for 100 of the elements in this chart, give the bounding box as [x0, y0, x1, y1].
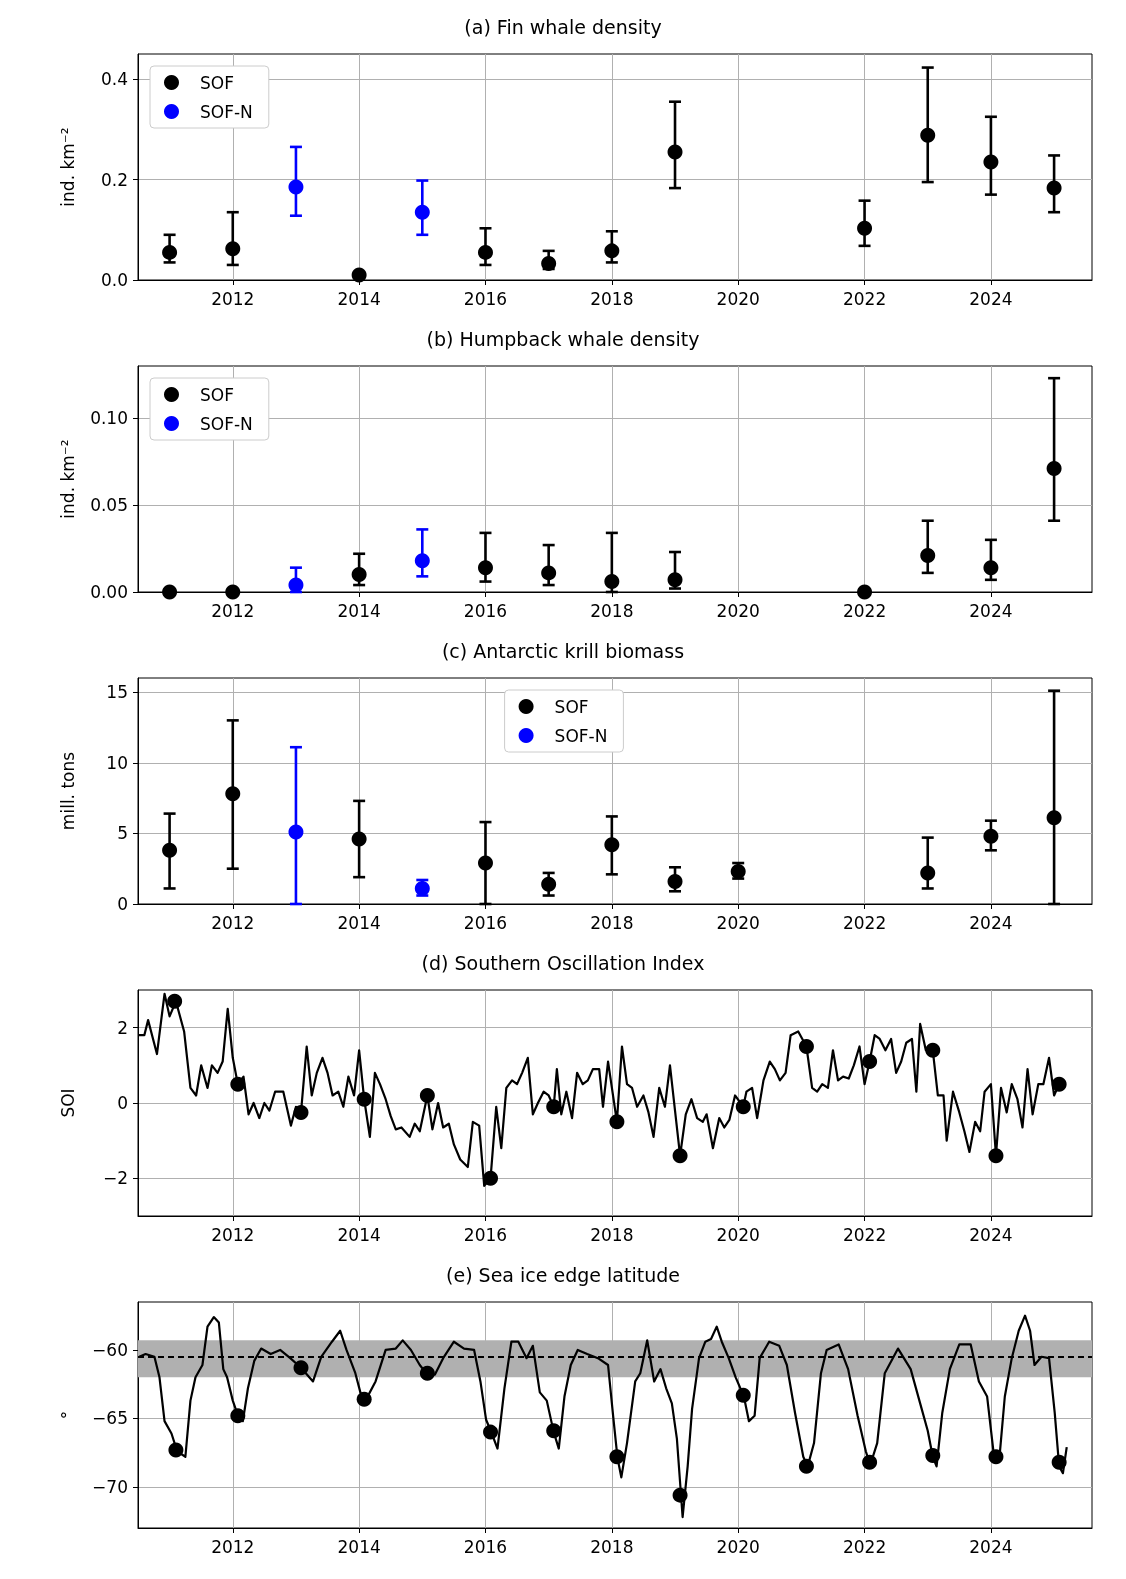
- x-tick-label: 2024: [969, 600, 1013, 621]
- point: [735, 1099, 751, 1115]
- y-tick-label: 0.4: [100, 69, 128, 90]
- y-tick-label: 0.10: [90, 408, 128, 429]
- x-tick-label: 2022: [842, 600, 887, 621]
- x-tick-label: 2016: [463, 1224, 508, 1245]
- point: [162, 244, 178, 260]
- point: [288, 577, 304, 593]
- y-tick-label: 0.2: [100, 169, 128, 190]
- x-tick-label: 2020: [716, 288, 760, 309]
- y-tick-label: 10: [106, 752, 128, 773]
- point: [798, 1039, 814, 1054]
- point: [920, 865, 936, 881]
- x-tick-label: 2016: [463, 288, 508, 309]
- chart-title: (d) Southern Oscillation Index: [421, 951, 705, 974]
- point: [925, 1447, 941, 1463]
- x-tick-label: 2012: [211, 1224, 255, 1245]
- point: [546, 1423, 562, 1439]
- point: [988, 1148, 1004, 1164]
- point: [1051, 1454, 1067, 1470]
- point: [419, 1087, 435, 1103]
- x-tick-label: 2012: [211, 1536, 255, 1557]
- point: [920, 127, 936, 143]
- point: [293, 1104, 309, 1120]
- x-tick-label: 2014: [337, 1224, 381, 1245]
- y-axis-title: ind. km⁻²: [57, 439, 78, 519]
- point: [983, 560, 999, 576]
- point: [1046, 810, 1062, 826]
- point: [356, 1091, 372, 1107]
- point: [604, 243, 620, 259]
- point: [862, 1454, 878, 1470]
- legend-label: SOF: [554, 696, 589, 717]
- y-axis-title: SOI: [57, 1088, 78, 1118]
- point: [541, 876, 557, 892]
- y-tick-label: 5: [117, 823, 128, 844]
- y-axis-title: mill. tons: [57, 751, 78, 831]
- point: [667, 873, 683, 889]
- point: [1046, 180, 1062, 196]
- point: [225, 786, 241, 802]
- chart-title: (b) Humpback whale density: [426, 327, 700, 350]
- point: [478, 855, 493, 871]
- y-tick-label: 0.05: [90, 495, 128, 516]
- point: [351, 831, 367, 847]
- point: [672, 1148, 688, 1164]
- point: [609, 1114, 625, 1130]
- x-tick-label: 2022: [842, 912, 887, 933]
- y-tick-label: 15: [106, 682, 128, 703]
- point: [168, 1442, 184, 1458]
- y-axis-title: °: [57, 1410, 78, 1420]
- point: [167, 993, 183, 1009]
- point: [546, 1099, 562, 1115]
- point: [920, 548, 936, 563]
- legend-label: SOF: [200, 72, 234, 93]
- y-tick-label: −70: [92, 1476, 128, 1497]
- x-tick-label: 2016: [463, 912, 508, 933]
- y-tick-label: 0.00: [90, 582, 128, 602]
- point: [541, 565, 557, 581]
- y-axis-title: ind. km⁻²: [57, 127, 78, 207]
- point: [351, 567, 367, 583]
- point: [667, 144, 683, 160]
- x-tick-label: 2018: [590, 288, 634, 309]
- point: [162, 842, 178, 858]
- y-tick-label: 2: [117, 1017, 128, 1038]
- x-tick-label: 2016: [463, 1536, 508, 1557]
- point: [604, 574, 620, 590]
- point: [988, 1449, 1004, 1465]
- legend-label: SOF: [200, 384, 234, 405]
- point: [983, 828, 999, 844]
- x-tick-label: 2012: [211, 600, 255, 621]
- point: [925, 1042, 941, 1058]
- x-tick-label: 2012: [211, 912, 255, 933]
- point: [225, 241, 241, 257]
- point: [293, 1360, 309, 1376]
- x-tick-label: 2016: [463, 600, 508, 621]
- x-tick-label: 2018: [590, 1536, 634, 1557]
- legend-label: SOF-N: [554, 725, 608, 746]
- point: [230, 1408, 246, 1424]
- x-tick-label: 2024: [969, 912, 1013, 933]
- point: [414, 553, 430, 569]
- x-tick-label: 2020: [716, 912, 760, 933]
- x-tick-label: 2018: [590, 1224, 634, 1245]
- x-tick-label: 2018: [590, 912, 634, 933]
- x-tick-label: 2022: [842, 1224, 887, 1245]
- point: [1051, 1076, 1067, 1092]
- point: [478, 560, 493, 576]
- x-tick-label: 2020: [716, 1536, 760, 1557]
- point: [230, 1076, 246, 1092]
- legend-label: SOF-N: [200, 101, 253, 122]
- x-tick-label: 2014: [337, 912, 381, 933]
- x-tick-label: 2020: [716, 600, 760, 621]
- point: [483, 1424, 499, 1440]
- point: [604, 837, 620, 853]
- legend-label: SOF-N: [200, 413, 253, 434]
- x-tick-label: 2014: [337, 288, 381, 309]
- x-tick-label: 2014: [337, 1536, 381, 1557]
- point: [483, 1170, 499, 1186]
- y-tick-label: −60: [92, 1339, 128, 1360]
- point: [609, 1449, 625, 1465]
- y-tick-label: −2: [102, 1168, 128, 1189]
- chart-title: (e) Sea ice edge latitude: [446, 1263, 680, 1286]
